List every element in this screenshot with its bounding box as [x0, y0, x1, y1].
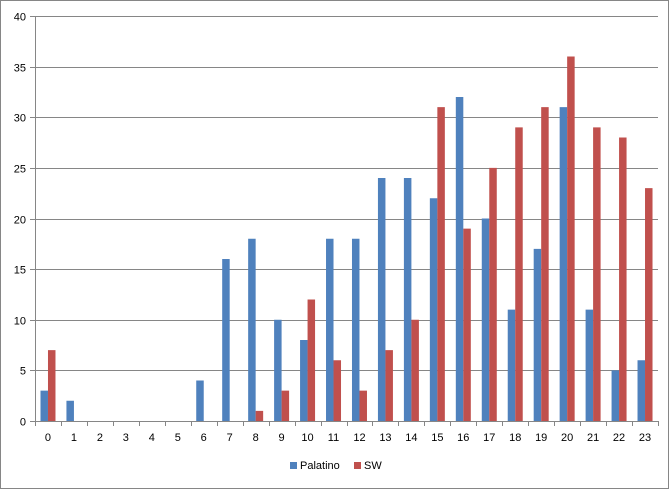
bar-sw-23 [645, 188, 653, 421]
bar-sw-16 [463, 228, 471, 422]
bar-palatino-14 [403, 178, 412, 421]
y-tick-label: 15 [14, 265, 26, 277]
x-tick-label: 11 [328, 432, 339, 444]
x-tick-label: 8 [253, 432, 259, 444]
x-tick-label: 19 [535, 432, 547, 444]
x-tick-label: 17 [483, 432, 495, 444]
x-tick-label: 2 [97, 432, 103, 444]
bar-sw-19 [541, 107, 549, 422]
bar-sw-17 [489, 167, 497, 422]
bar-palatino-9 [274, 319, 282, 421]
bar-sw-12 [359, 390, 367, 422]
x-tick-label: 23 [639, 432, 651, 444]
x-tick-label: 6 [201, 432, 207, 444]
bar-palatino-12 [351, 238, 360, 421]
bar-sw-20 [567, 56, 575, 421]
bar-sw-8 [255, 410, 264, 422]
bar-sw-21 [593, 127, 601, 422]
y-tick-label: 30 [14, 113, 26, 125]
x-tick-label: 3 [123, 432, 129, 444]
x-tick-label: 9 [279, 432, 285, 444]
x-tick-label: 12 [353, 432, 365, 444]
bar-palatino-0 [40, 390, 48, 422]
y-axis-ticks: 0 5 10 15 20 25 30 35 40 [14, 12, 26, 429]
y-tick-label: 40 [14, 12, 26, 24]
bar-sw-15 [437, 107, 445, 422]
x-tick-label: 1 [71, 432, 77, 444]
bar-sw-10 [307, 299, 316, 421]
x-tick-label: 7 [227, 432, 233, 444]
x-tick-label: 20 [561, 432, 573, 444]
bar-palatino-13 [377, 178, 386, 421]
x-tick-label: 21 [587, 432, 599, 444]
legend-label-sw: SW [364, 460, 382, 472]
x-tick-label: 4 [149, 432, 155, 444]
bar-palatino-18 [507, 309, 516, 422]
y-tick-label: 5 [20, 366, 26, 378]
y-tick-label: 10 [14, 316, 26, 328]
bar-sw-0 [47, 350, 56, 422]
bar-palatino-16 [455, 97, 464, 421]
bar-palatino-17 [481, 218, 490, 421]
y-tick-label: 35 [14, 63, 26, 75]
legend-label-palatino: Palatino [300, 460, 340, 472]
x-tick-label: 15 [431, 432, 443, 444]
y-tick-label: 25 [14, 164, 26, 176]
bar-palatino-19 [533, 248, 542, 422]
legend-swatch-palatino [290, 462, 297, 469]
bar-palatino-1 [66, 400, 74, 421]
x-tick-label: 14 [405, 432, 417, 444]
bars [40, 56, 653, 422]
x-tick-label: 10 [301, 432, 313, 444]
x-tick-label: 13 [379, 432, 391, 444]
bar-sw-9 [281, 390, 290, 422]
bar-sw-14 [411, 319, 419, 421]
legend-swatch-sw [354, 462, 361, 469]
y-tick-label: 0 [20, 417, 26, 429]
x-tick-label: 0 [45, 432, 51, 444]
bar-palatino-10 [300, 340, 308, 421]
x-tick-label: 18 [509, 432, 521, 444]
bar-palatino-6 [196, 380, 204, 421]
bar-sw-18 [515, 127, 523, 422]
bar-palatino-22 [611, 370, 620, 422]
x-tick-label: 22 [613, 432, 625, 444]
bar-palatino-11 [326, 238, 334, 421]
legend: Palatino SW [290, 460, 382, 472]
bar-palatino-20 [559, 107, 568, 422]
bar-palatino-21 [585, 309, 594, 422]
x-tick-label: 5 [175, 432, 181, 444]
bar-sw-11 [333, 360, 342, 421]
bar-sw-22 [619, 137, 627, 421]
bar-palatino-23 [637, 360, 646, 421]
y-tick-label: 20 [14, 215, 26, 227]
bar-palatino-8 [248, 238, 256, 421]
x-axis-ticks: 0 1 2 3 4 5 6 7 8 9 10 11 12 13 14 15 16 17 18 19 20 21 22 23 [35, 421, 659, 444]
x-tick-label: 16 [457, 432, 469, 444]
bar-palatino-15 [429, 198, 438, 421]
bar-sw-13 [385, 350, 393, 422]
bar-palatino-7 [222, 259, 230, 421]
